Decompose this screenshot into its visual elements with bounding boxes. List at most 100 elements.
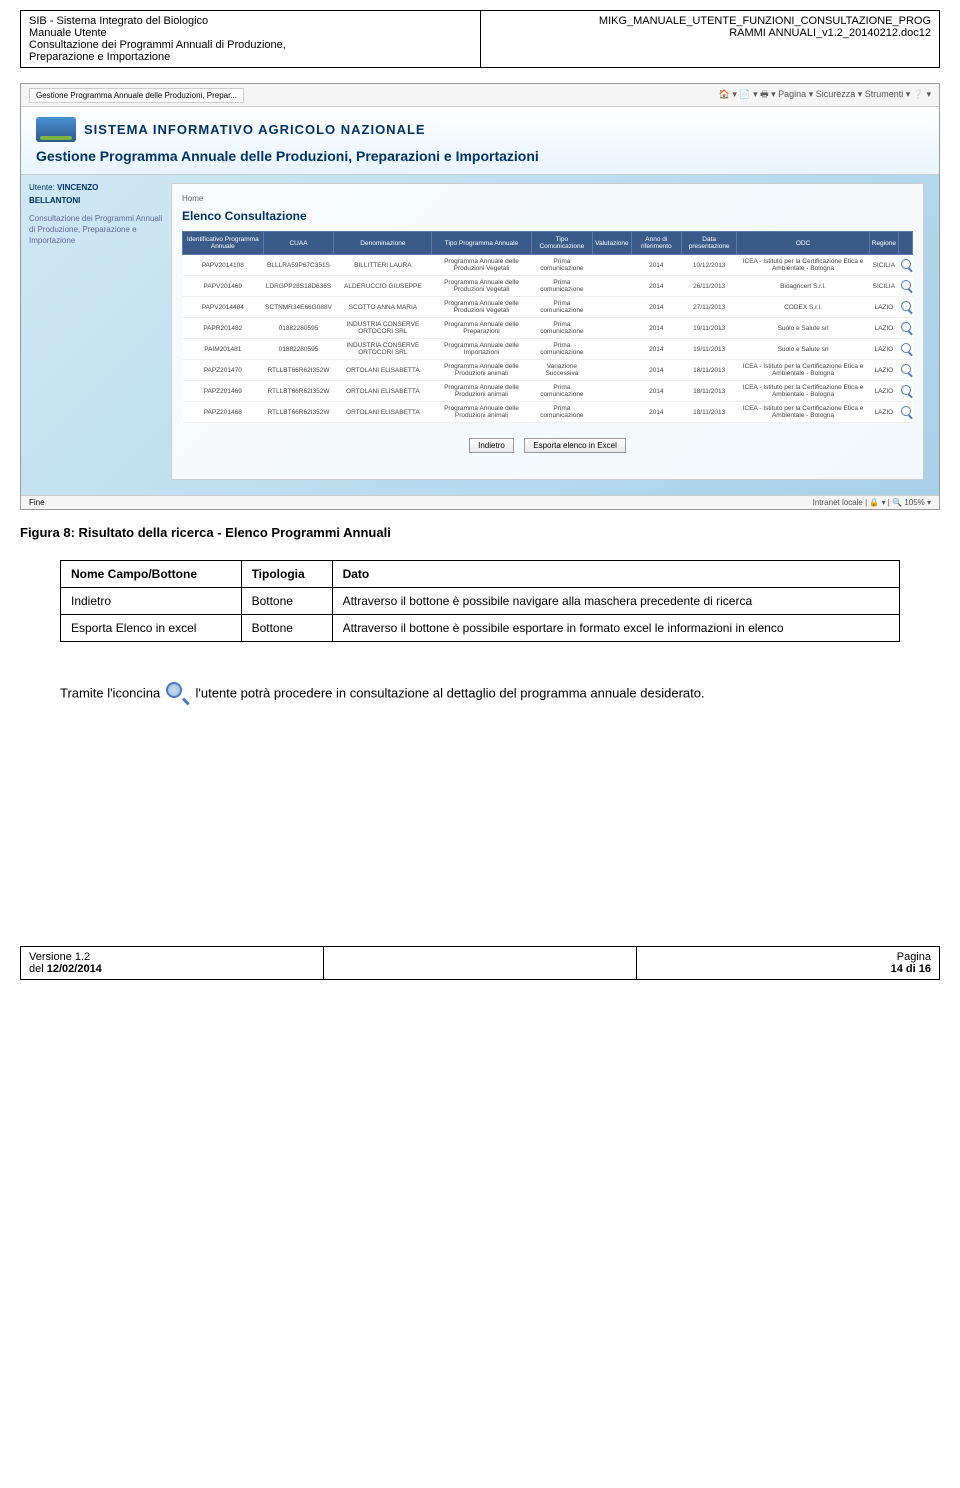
sian-logo [36, 117, 76, 142]
magnify-icon [901, 322, 911, 332]
table-cell: 2014 [631, 381, 681, 402]
view-detail-button[interactable] [899, 360, 913, 381]
table-row: PAPV2014484SCTNMR34E66G088VSCOTTO ANNA M… [183, 297, 913, 318]
table-cell [593, 255, 632, 276]
table-cell [593, 297, 632, 318]
magnify-icon [901, 280, 911, 290]
table-cell [593, 339, 632, 360]
view-detail-button[interactable] [899, 318, 913, 339]
browser-toolbar: Gestione Programma Annuale delle Produzi… [21, 84, 939, 107]
results-table: Identificativo Programma AnnualeCUAADeno… [182, 231, 913, 423]
user-last: BELLANTONI [29, 196, 163, 205]
table-cell: Programma Annuale delle Produzioni Veget… [432, 255, 531, 276]
header-left-3: Consultazione dei Programmi Annuali di P… [29, 39, 286, 51]
user-first: VINCENZO [57, 183, 98, 192]
table-cell: SICILIA [869, 276, 898, 297]
header-left-1: SIB - Sistema Integrato del Biologico [29, 15, 208, 27]
table-cell: LAZIO [869, 318, 898, 339]
table-cell: Suolo e Salute srl [737, 318, 869, 339]
table-cell: LAZIO [869, 381, 898, 402]
table-header: Identificativo Programma Annuale [183, 232, 264, 255]
table-cell: 19/11/2013 [681, 318, 736, 339]
table-cell: 18/11/2013 [681, 402, 736, 423]
desc-cell: Esporta Elenco in excel [61, 615, 242, 642]
description-table: Nome Campo/BottoneTipologiaDato Indietro… [60, 560, 900, 642]
desc-cell: Attraverso il bottone è possibile naviga… [332, 588, 899, 615]
view-detail-button[interactable] [899, 339, 913, 360]
table-cell: RTLLBT66R62I352W [263, 402, 334, 423]
footer-date: 12/02/2014 [47, 963, 102, 975]
para-after: l'utente potrà procedere in consultazion… [196, 685, 705, 700]
table-row: PAPV2014108BLLLRA59P67C351SBILLITTERI LA… [183, 255, 913, 276]
view-detail-button[interactable] [899, 381, 913, 402]
status-left: Fine [29, 498, 813, 507]
table-row: PAPZ201470RTLLBT66R62I352WORTOLANI ELISA… [183, 360, 913, 381]
para-before: Tramite l'iconcina [60, 685, 164, 700]
table-cell: PAPV201469 [183, 276, 264, 297]
desc-cell: Indietro [61, 588, 242, 615]
table-cell: ORTOLANI ELISABETTA [334, 402, 432, 423]
export-excel-button[interactable]: Esporta elenco in Excel [524, 438, 626, 453]
table-cell: Prima comunicazione [531, 276, 593, 297]
table-cell: 2014 [631, 339, 681, 360]
back-button[interactable]: Indietro [469, 438, 514, 453]
view-detail-button[interactable] [899, 255, 913, 276]
browser-tools[interactable]: 🏠 ▾ 📄 ▾ 🖶 ▾ Pagina ▾ Sicurezza ▾ Strumen… [719, 87, 931, 103]
table-row: PAPR20148201882280595INDUSTRIA CONSERVE … [183, 318, 913, 339]
table-cell: 10/12/2013 [681, 255, 736, 276]
table-cell: ICEA - Istituto per la Certificazione Et… [737, 360, 869, 381]
table-cell: 2014 [631, 297, 681, 318]
table-cell: SICILIA [869, 255, 898, 276]
view-detail-button[interactable] [899, 402, 913, 423]
view-detail-button[interactable] [899, 297, 913, 318]
table-header: CUAA [263, 232, 334, 255]
footer-page-label: Pagina [897, 951, 931, 963]
table-cell: 2014 [631, 255, 681, 276]
status-right: Intranet locale | 🔒 ▾ | 🔍 105% ▾ [813, 498, 931, 507]
table-cell: Prima comunicazione [531, 255, 593, 276]
footer-version: Versione 1.2 [29, 951, 90, 963]
table-cell: 01882280595 [263, 318, 334, 339]
table-cell [593, 276, 632, 297]
user-label: Utente: [29, 183, 55, 192]
desc-row: IndietroBottoneAttraverso il bottone è p… [61, 588, 900, 615]
view-detail-button[interactable] [899, 276, 913, 297]
table-cell: PAPR201482 [183, 318, 264, 339]
magnify-icon [901, 259, 911, 269]
breadcrumb[interactable]: Home [182, 194, 913, 203]
table-cell: INDUSTRIA CONSERVE ORTOCORI SRL [334, 318, 432, 339]
table-header: Tipo Comunicazione [531, 232, 593, 255]
table-cell: 27/11/2013 [681, 297, 736, 318]
table-cell [593, 318, 632, 339]
table-cell: Prima comunicazione [531, 297, 593, 318]
ie-screenshot: Gestione Programma Annuale delle Produzi… [20, 83, 940, 510]
table-cell: ICEA - Istituto per la Certificazione Et… [737, 381, 869, 402]
browser-tab[interactable]: Gestione Programma Annuale delle Produzi… [29, 88, 244, 103]
table-cell: Suolo e Salute srl [737, 339, 869, 360]
table-cell: LAZIO [869, 339, 898, 360]
table-cell: INDUSTRIA CONSERVE ORTOCORI SRL [334, 339, 432, 360]
table-cell: ICEA - Istituto per la Certificazione Et… [737, 255, 869, 276]
doc-header: SIB - Sistema Integrato del Biologico Ma… [20, 10, 940, 68]
table-header: Regione [869, 232, 898, 255]
table-header [899, 232, 913, 255]
sidebar-menu-item[interactable]: Consultazione dei Programmi Annuali di P… [29, 213, 163, 247]
table-cell: ALDERUCCIO GIUSEPPE [334, 276, 432, 297]
table-cell: Bioagricert S.r.l. [737, 276, 869, 297]
browser-status-bar: Fine Intranet locale | 🔒 ▾ | 🔍 105% ▾ [21, 495, 939, 509]
table-header: Anno di riferimento [631, 232, 681, 255]
desc-cell: Bottone [241, 615, 332, 642]
table-cell: 2014 [631, 318, 681, 339]
table-cell: BLLLRA59P67C351S [263, 255, 334, 276]
table-cell: ORTOLANI ELISABETTA [334, 381, 432, 402]
table-cell: Programma Annuale delle Produzioni anima… [432, 360, 531, 381]
magnify-icon [901, 385, 911, 395]
table-cell: ORTOLANI ELISABETTA [334, 360, 432, 381]
table-row: PAIM20148101882280595INDUSTRIA CONSERVE … [183, 339, 913, 360]
figure-caption: Figura 8: Risultato della ricerca - Elen… [20, 525, 940, 540]
magnify-icon [901, 406, 911, 416]
table-cell: Programma Annuale delle Produzioni Veget… [432, 276, 531, 297]
table-cell: 2014 [631, 402, 681, 423]
table-cell: 2014 [631, 360, 681, 381]
table-cell: Programma Annuale delle Produzioni Veget… [432, 297, 531, 318]
